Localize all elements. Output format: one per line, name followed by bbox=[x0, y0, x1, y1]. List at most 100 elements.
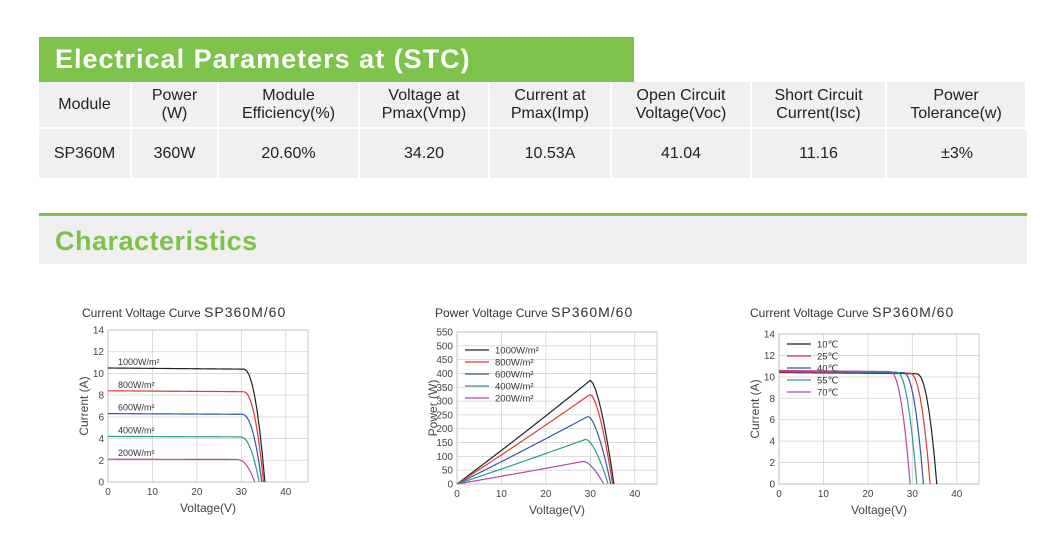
y-tick-label: 10 bbox=[764, 372, 776, 383]
series-label: 200W/m² bbox=[118, 448, 155, 458]
chart2-title: Power Voltage Curve SP360M/60 bbox=[435, 304, 633, 320]
legend-label: 600W/m² bbox=[495, 370, 534, 381]
y-axis-label: Power (W) bbox=[426, 380, 440, 437]
characteristics-band: Characteristics bbox=[39, 213, 1027, 264]
chart2-title-prefix: Power Voltage Curve bbox=[435, 306, 548, 320]
legend-label: 70℃ bbox=[817, 388, 839, 399]
y-tick-label: 2 bbox=[769, 458, 775, 469]
legend-label: 200W/m² bbox=[495, 394, 534, 405]
y-tick-label: 4 bbox=[98, 434, 104, 445]
x-tick-label: 10 bbox=[147, 487, 159, 498]
value-module: SP360M bbox=[39, 129, 132, 178]
header-module: Module bbox=[39, 82, 132, 129]
characteristics-title: Characteristics bbox=[55, 226, 258, 256]
x-tick-label: 0 bbox=[105, 487, 111, 498]
y-tick-label: 450 bbox=[436, 355, 453, 366]
header-tolerance: Power Tolerance(w) bbox=[887, 82, 1027, 129]
series-line bbox=[778, 371, 938, 485]
x-tick-label: 30 bbox=[585, 489, 597, 500]
y-tick-label: 50 bbox=[442, 466, 454, 477]
series-line bbox=[456, 460, 605, 485]
iv-temperature-chart: 0 2 4 6 8 10 12 14 0 10 20 30 40 Voltage(V) Current (A… bbox=[748, 330, 980, 517]
legend-label: 55℃ bbox=[817, 376, 839, 387]
series-line bbox=[107, 390, 265, 483]
series-line bbox=[107, 413, 263, 483]
chart3-title-model: SP360M/60 bbox=[872, 304, 955, 320]
iv-irradiance-chart: 0 2 4 6 8 10 12 14 0 10 20 30 40 Voltage(V) Current (A… bbox=[77, 326, 309, 515]
plot-frame bbox=[107, 329, 309, 483]
series-line bbox=[108, 458, 256, 483]
legend-label: 25℃ bbox=[817, 352, 839, 363]
value-power: 360W bbox=[132, 129, 219, 178]
y-tick-label: 150 bbox=[436, 438, 453, 449]
series-line bbox=[456, 438, 609, 485]
y-tick-label: 350 bbox=[436, 383, 453, 394]
series-line bbox=[778, 369, 911, 485]
series-line bbox=[456, 415, 612, 485]
x-tick-label: 10 bbox=[818, 489, 830, 500]
series-line bbox=[456, 394, 614, 485]
legend-label: 40℃ bbox=[817, 364, 839, 375]
stc-title: Electrical Parameters at (STC) bbox=[39, 37, 634, 82]
value-imp: 10.53A bbox=[490, 129, 612, 178]
y-tick-label: 500 bbox=[436, 341, 453, 352]
y-tick-label: 200 bbox=[436, 424, 453, 435]
legend-label: 1000W/m² bbox=[495, 346, 539, 357]
x-tick-label: 30 bbox=[907, 489, 919, 500]
series-label: 1000W/m² bbox=[118, 357, 160, 367]
series-label: 400W/m² bbox=[118, 425, 155, 435]
chart1-title-prefix: Current Voltage Curve bbox=[82, 306, 201, 320]
legend-label: 400W/m² bbox=[495, 382, 534, 393]
y-tick-label: 8 bbox=[769, 394, 775, 405]
x-tick-label: 30 bbox=[236, 487, 248, 498]
y-tick-label: 6 bbox=[98, 412, 104, 423]
y-axis-label: Current (A) bbox=[748, 379, 762, 438]
y-tick-label: 8 bbox=[98, 391, 104, 402]
parameters-table: Module Power (W) Module Efficiency(%) Vo… bbox=[39, 82, 1027, 178]
x-tick-label: 20 bbox=[862, 489, 874, 500]
series-line bbox=[778, 370, 918, 485]
x-tick-label: 40 bbox=[280, 487, 292, 498]
plot-frame bbox=[778, 333, 980, 485]
x-tick-label: 40 bbox=[629, 489, 641, 500]
header-power: Power (W) bbox=[132, 82, 219, 129]
x-axis-label: Voltage(V) bbox=[529, 503, 585, 517]
value-efficiency: 20.60% bbox=[219, 129, 360, 178]
header-imp: Current at Pmax(Imp) bbox=[490, 82, 612, 129]
header-efficiency: Module Efficiency(%) bbox=[219, 82, 360, 129]
series-line bbox=[778, 371, 931, 485]
plot-frame bbox=[456, 331, 658, 485]
y-tick-label: 12 bbox=[764, 351, 776, 362]
y-tick-label: 2 bbox=[98, 456, 104, 467]
y-tick-label: 12 bbox=[93, 347, 105, 358]
y-tick-label: 14 bbox=[93, 326, 105, 337]
y-tick-label: 0 bbox=[98, 478, 104, 489]
x-tick-label: 20 bbox=[540, 489, 552, 500]
value-isc: 11.16 bbox=[752, 129, 887, 178]
x-tick-label: 0 bbox=[454, 489, 460, 500]
y-tick-label: 10 bbox=[93, 369, 105, 380]
pv-irradiance-chart: 0 50 100 150 200 250 300 350 400 450 500 550 0 10 20 30… bbox=[426, 328, 658, 517]
header-voc: Open Circuit Voltage(Voc) bbox=[612, 82, 752, 129]
y-axis-label: Current (A) bbox=[77, 376, 91, 435]
x-axis-label: Voltage(V) bbox=[851, 503, 907, 517]
x-tick-label: 20 bbox=[191, 487, 203, 498]
y-tick-label: 14 bbox=[764, 330, 776, 341]
x-tick-label: 0 bbox=[776, 489, 782, 500]
series-label: 800W/m² bbox=[118, 380, 155, 390]
series-line bbox=[107, 435, 260, 483]
y-tick-label: 0 bbox=[769, 480, 775, 491]
chart2-title-model: SP360M/60 bbox=[551, 304, 634, 320]
y-tick-label: 300 bbox=[436, 397, 453, 408]
legend-label: 10℃ bbox=[817, 340, 839, 351]
value-tolerance: ±3% bbox=[887, 129, 1027, 178]
y-tick-label: 6 bbox=[769, 415, 775, 426]
x-axis-label: Voltage(V) bbox=[180, 501, 236, 515]
value-vmp: 34.20 bbox=[360, 129, 490, 178]
series-label: 600W/m² bbox=[118, 403, 155, 413]
y-tick-label: 250 bbox=[436, 410, 453, 421]
x-tick-label: 10 bbox=[496, 489, 508, 500]
header-isc: Short Circuit Current(Isc) bbox=[752, 82, 887, 129]
chart3-title: Current Voltage Curve SP360M/60 bbox=[750, 304, 954, 320]
y-tick-label: 550 bbox=[436, 328, 453, 339]
